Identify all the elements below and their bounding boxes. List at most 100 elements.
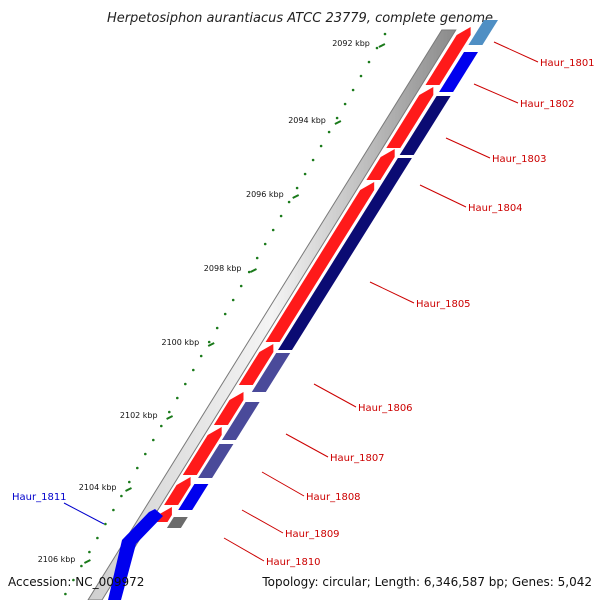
gene-label[interactable]: Haur_1804 <box>468 203 523 214</box>
forward-cds[interactable] <box>425 27 471 85</box>
tick-dot <box>199 354 203 358</box>
leader-line <box>285 433 329 458</box>
tick-label: 2092 kbp <box>332 39 370 48</box>
tick-dot <box>96 536 99 540</box>
major-tick <box>378 43 386 48</box>
tick-label: 2096 kbp <box>246 190 284 199</box>
tick-dot <box>192 368 195 372</box>
tick-dot <box>335 116 339 120</box>
reverse-cds[interactable] <box>178 484 209 510</box>
forward-cds[interactable] <box>182 427 222 475</box>
tick-dot <box>383 32 387 36</box>
leader-line <box>241 509 284 534</box>
forward-cds[interactable] <box>164 477 191 505</box>
forward-cds[interactable] <box>366 149 395 180</box>
tick-dot <box>128 480 131 484</box>
gene-label[interactable]: Haur_1805 <box>416 299 471 310</box>
leader-line <box>223 537 265 562</box>
major-tick <box>125 487 132 492</box>
tick-dot <box>144 452 147 456</box>
tick-dot <box>247 270 251 274</box>
tick-dot <box>215 326 219 330</box>
map-title: Herpetosiphon aurantiacus ATCC 23779, co… <box>107 11 493 26</box>
tick-dot <box>168 410 171 414</box>
leader-line <box>369 281 415 304</box>
leader-line <box>313 383 357 408</box>
tick-dot <box>359 74 363 78</box>
gene-labels: Haur_1801 Haur_1802 Haur_1803 Haur_1804 Haur… <box>12 41 595 568</box>
backbone-arc <box>87 29 457 600</box>
genome-backbone <box>87 29 457 600</box>
leader-line <box>419 184 467 208</box>
tick-dot <box>319 144 323 148</box>
reverse-cds[interactable] <box>278 158 412 350</box>
tick-label: 2098 kbp <box>204 264 242 273</box>
major-tick <box>250 268 257 273</box>
reverse-cds[interactable] <box>198 444 234 478</box>
major-tick <box>292 194 300 199</box>
tick-dot <box>351 88 355 92</box>
tick-label: 2106 kbp <box>38 555 76 564</box>
gene-label[interactable]: Haur_1801 <box>540 58 595 69</box>
tick-dot <box>295 186 299 190</box>
gene-label[interactable]: Haur_1808 <box>306 492 361 503</box>
forward-cds[interactable] <box>386 87 434 148</box>
major-tick <box>83 559 91 564</box>
reverse-cds[interactable] <box>251 353 291 392</box>
tick-dot <box>367 60 371 64</box>
gene-label[interactable]: Haur_1806 <box>358 403 413 414</box>
tick-label: 2102 kbp <box>120 411 158 420</box>
tick-dot <box>239 284 243 288</box>
reverse-cds[interactable] <box>166 517 188 528</box>
tick-dot <box>311 158 315 162</box>
tick-dot <box>263 242 267 246</box>
tick-dot <box>64 592 67 596</box>
tick-dot <box>72 578 75 582</box>
gene-label[interactable]: Haur_1807 <box>330 453 385 464</box>
tick-dot <box>287 200 291 204</box>
tick-dot <box>136 466 139 470</box>
tick-dot <box>375 46 379 50</box>
reverse-cds-track <box>166 20 498 528</box>
leader-line <box>261 471 305 497</box>
accession-label: Accession: NC_009972 <box>8 575 144 589</box>
gene-label[interactable]: Haur_1802 <box>520 99 575 110</box>
leader-line <box>493 41 539 63</box>
tick-dot <box>104 522 107 526</box>
tick-label: 2104 kbp <box>79 483 117 492</box>
major-tick <box>166 415 174 420</box>
tick-dot <box>271 228 275 232</box>
gene-label[interactable]: Haur_1803 <box>492 154 547 165</box>
tick-dot <box>231 298 235 302</box>
major-tick <box>207 342 215 347</box>
leader-line <box>473 83 519 104</box>
tick-dot <box>184 382 187 386</box>
forward-cds-haur-1811[interactable] <box>108 509 163 600</box>
tick-dot <box>327 130 331 134</box>
genome-summary: Topology: circular; Length: 6,346,587 bp… <box>261 575 592 589</box>
gene-label[interactable]: Haur_1810 <box>266 557 321 568</box>
forward-cds[interactable] <box>238 344 274 385</box>
reverse-cds[interactable] <box>468 20 498 45</box>
tick-dot <box>303 172 307 176</box>
tick-dot <box>120 494 123 498</box>
forward-cds-track <box>108 27 471 600</box>
forward-cds[interactable] <box>213 392 244 425</box>
reverse-cds[interactable] <box>221 402 260 440</box>
gene-label[interactable]: Haur_1809 <box>285 529 340 540</box>
tick-dot <box>152 438 155 442</box>
leader-line <box>445 137 491 159</box>
reverse-cds[interactable] <box>399 96 451 155</box>
leader-line <box>63 502 105 525</box>
tick-label: 2100 kbp <box>161 338 199 347</box>
tick-dot <box>80 564 83 568</box>
tick-dot <box>255 256 259 260</box>
tick-dot <box>343 102 347 106</box>
tick-label: 2094 kbp <box>288 116 326 125</box>
forward-cds[interactable] <box>265 182 375 342</box>
tick-dot <box>279 214 283 218</box>
reverse-cds[interactable] <box>439 52 478 92</box>
tick-dot <box>176 396 179 400</box>
gene-label[interactable]: Haur_1811 <box>12 492 67 503</box>
tick-ring: 2092 kbp 2094 kbp 2096 kbp 2098 kbp 2100 kbp… <box>38 32 387 596</box>
